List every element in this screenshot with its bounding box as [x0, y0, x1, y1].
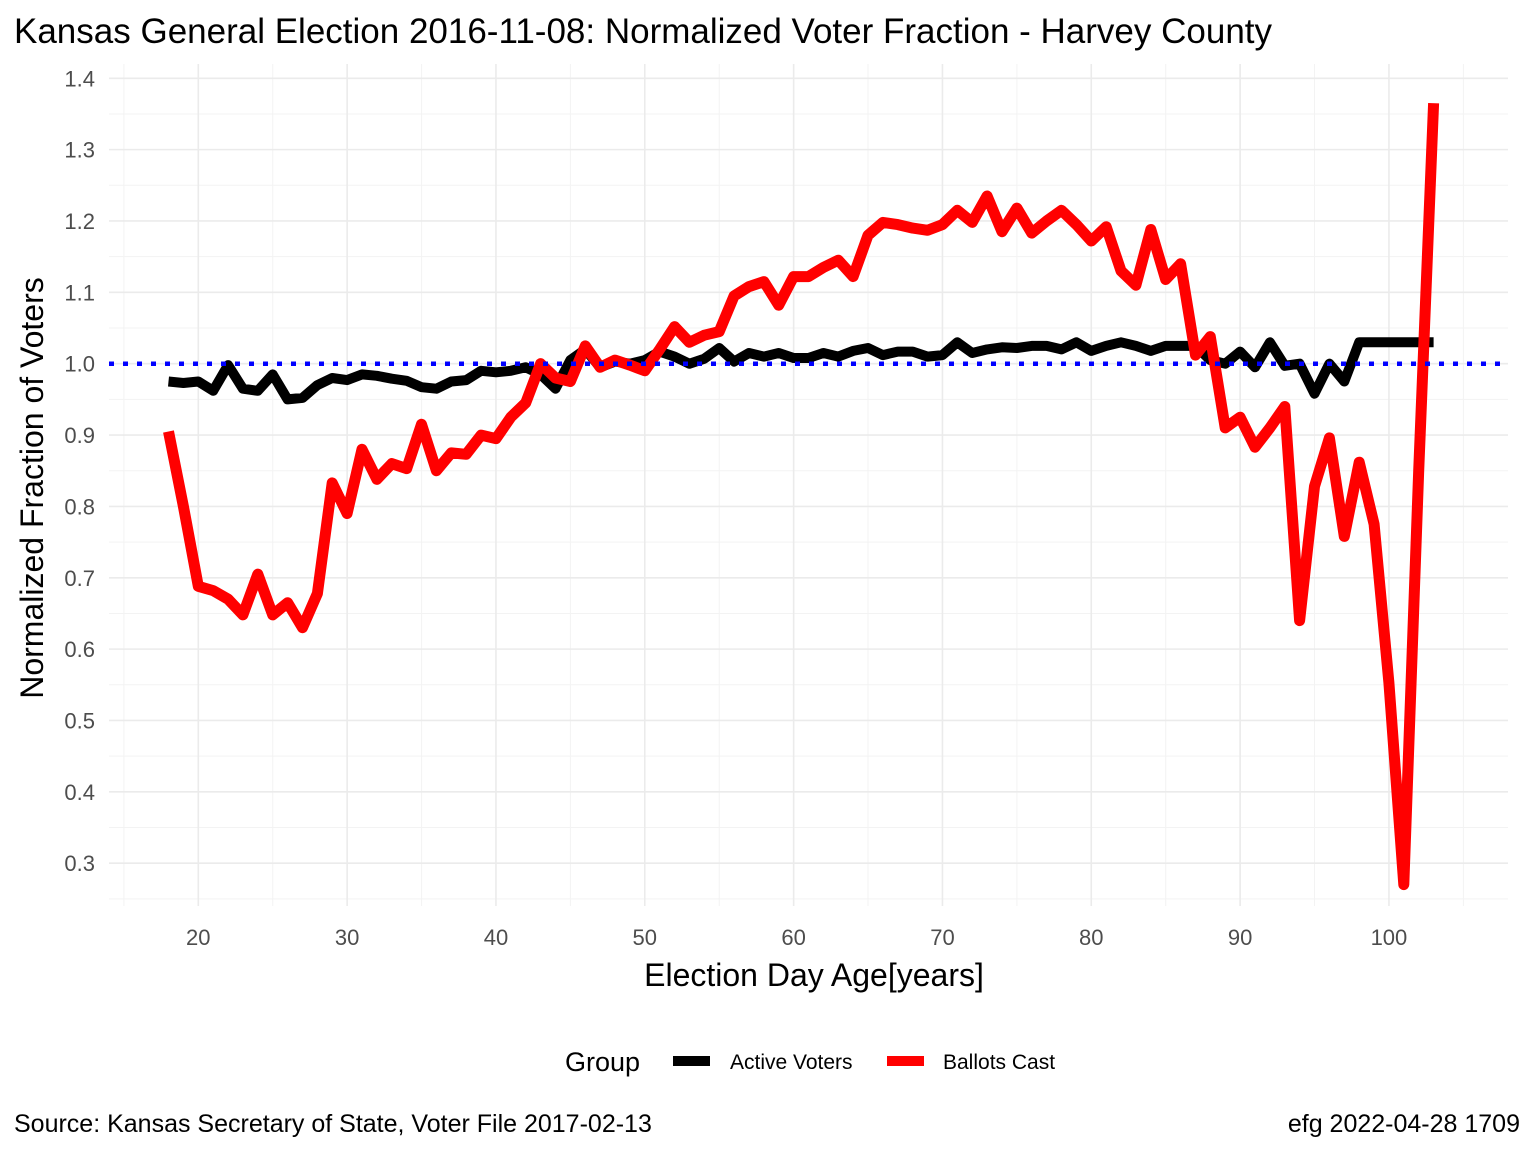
x-tick-label: 100 — [1371, 925, 1408, 950]
caption-credit: efg 2022-04-28 1709 — [1288, 1110, 1520, 1138]
chart-title: Kansas General Election 2016-11-08: Norm… — [14, 12, 1273, 51]
series-line-active-voters — [167, 337, 1434, 405]
y-tick-label: 0.6 — [64, 637, 95, 662]
legend-label-active-voters: Active Voters — [730, 1051, 853, 1074]
y-tick-label: 0.8 — [64, 494, 95, 519]
x-tick-label: 40 — [484, 925, 508, 950]
y-tick-label: 0.9 — [64, 423, 95, 448]
x-tick-label: 30 — [335, 925, 359, 950]
legend-title: Group — [565, 1047, 640, 1077]
y-tick-label: 1.0 — [64, 352, 95, 377]
y-tick-label: 1.3 — [64, 138, 95, 163]
x-tick-label: 20 — [186, 925, 210, 950]
series-line-ballots-cast — [163, 102, 1440, 891]
x-tick-label: 70 — [930, 925, 954, 950]
series-lines — [163, 102, 1440, 891]
grid — [109, 64, 1508, 906]
y-axis-title: Normalized Fraction of Voters — [14, 277, 50, 699]
x-tick-label: 60 — [781, 925, 805, 950]
x-axis-title: Election Day Age[years] — [644, 957, 984, 993]
y-tick-label: 0.5 — [64, 708, 95, 733]
legend-label-ballots-cast: Ballots Cast — [943, 1051, 1055, 1074]
y-tick-label: 0.3 — [64, 851, 95, 876]
x-tick-label: 50 — [633, 925, 657, 950]
y-tick-label: 1.4 — [64, 66, 95, 91]
caption-source: Source: Kansas Secretary of State, Voter… — [14, 1110, 652, 1138]
x-axis-tick-labels: 20 30 40 50 60 70 80 90 100 — [186, 925, 1407, 950]
y-tick-label: 1.2 — [64, 209, 95, 234]
legend: Group Active Voters Ballots Cast — [565, 1047, 1055, 1077]
x-tick-label: 90 — [1228, 925, 1252, 950]
x-tick-label: 80 — [1079, 925, 1103, 950]
y-tick-label: 0.4 — [64, 780, 95, 805]
y-axis-tick-labels: 0.3 0.4 0.5 0.6 0.7 0.8 0.9 1.0 1.1 1.2 1.3 1.4 — [64, 66, 95, 876]
y-tick-label: 0.7 — [64, 566, 95, 591]
y-tick-label: 1.1 — [64, 280, 95, 305]
